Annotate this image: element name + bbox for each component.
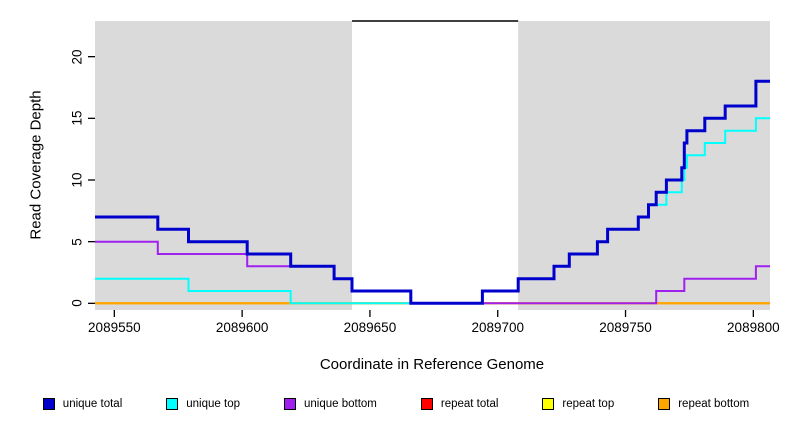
y-axis-tick-label: 0 [69, 299, 85, 308]
legend-swatch-icon [166, 398, 179, 410]
legend-item: unique top [166, 398, 240, 410]
x-axis-tick-label: 2089600 [215, 320, 269, 335]
legend-item: unique total [42, 398, 123, 410]
legend-swatch-icon [420, 398, 433, 410]
y-axis-title: Read Coverage Depth [27, 90, 45, 240]
legend-label: unique total [62, 398, 123, 410]
x-axis-tick-label: 2089700 [471, 320, 524, 335]
legend-item: repeat total [420, 398, 499, 410]
x-axis-title: Coordinate in Reference Genome [319, 356, 545, 373]
gap-region [352, 21, 519, 310]
legend-label: unique top [186, 398, 240, 410]
legend-swatch-icon [42, 398, 55, 410]
x-axis-tick-label: 2089750 [599, 320, 652, 335]
y-axis-tick-label: 15 [69, 110, 85, 126]
y-axis-tick-label: 20 [69, 49, 85, 65]
legend-label: unique bottom [303, 398, 377, 410]
legend-item: repeat bottom [658, 398, 749, 410]
legend-swatch-icon [658, 398, 671, 410]
y-axis-tick-label: 10 [69, 172, 85, 188]
legend-swatch-icon [542, 398, 555, 410]
legend-label: repeat total [440, 398, 499, 410]
x-axis-tick-label: 2089800 [727, 320, 780, 335]
y-axis-tick-label: 5 [69, 237, 85, 246]
x-axis-tick-label: 2089650 [343, 320, 397, 335]
series-line-unique-total [95, 79, 770, 305]
legend-item: repeat top [542, 398, 614, 410]
x-axis-tick-label: 2089550 [88, 320, 141, 335]
legend-label: repeat bottom [678, 398, 750, 410]
legend-swatch-icon [283, 398, 296, 410]
legend-item: unique bottom [283, 398, 377, 410]
legend-label: repeat top [562, 398, 615, 410]
legend: unique total unique top unique bottom repea… [0, 398, 792, 410]
